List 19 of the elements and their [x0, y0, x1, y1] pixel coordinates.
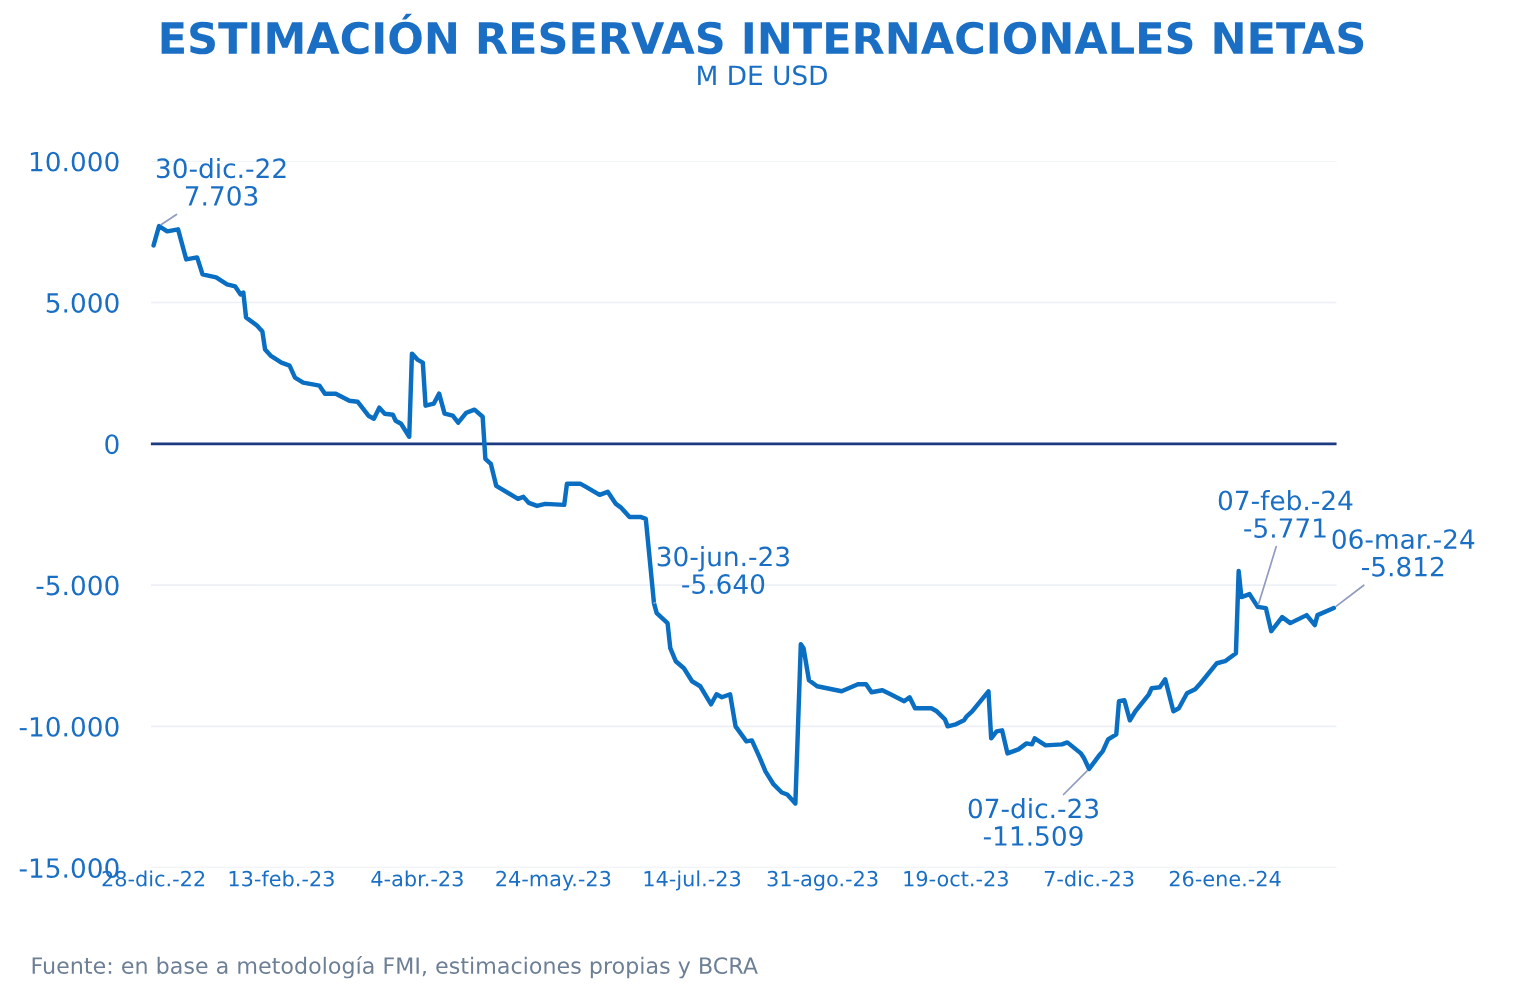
chart-title: ESTIMACIÓN RESERVAS INTERNACIONALES NETAS — [161, 13, 1364, 55]
y-tick-label: -5.000 — [36, 575, 119, 596]
x-tick-label: 19-oct.-23 — [904, 870, 1008, 887]
x-tick-label: 31-ago.-23 — [767, 870, 878, 891]
y-tick-label: 0 — [105, 434, 119, 455]
source-note: Fuente: en base a metodología FMI, estimaciones propias y BCRA — [32, 955, 758, 979]
annotation: 30-dic.-22 7.703 — [156, 157, 286, 206]
x-tick-label: 24-may.-23 — [496, 870, 611, 891]
annotation: 30-jun.-23 -5.640 — [657, 546, 789, 595]
chart-subtitle: M DE USD — [698, 65, 827, 86]
y-tick-label: -10.000 — [19, 716, 119, 737]
y-tick-label: 10.000 — [30, 151, 119, 172]
annotation: 07-dic.-23 -11.509 — [968, 798, 1098, 846]
x-tick-label: 26-ene.-24 — [1169, 870, 1281, 887]
x-tick-label: 13-feb.-23 — [229, 870, 334, 887]
x-tick-label: 7-dic.-23 — [1044, 870, 1134, 887]
x-tick-label: 4-abr.-23 — [371, 870, 463, 887]
y-tick-label: 5.000 — [46, 292, 119, 313]
x-tick-label: 14-jul.-23 — [644, 870, 741, 891]
